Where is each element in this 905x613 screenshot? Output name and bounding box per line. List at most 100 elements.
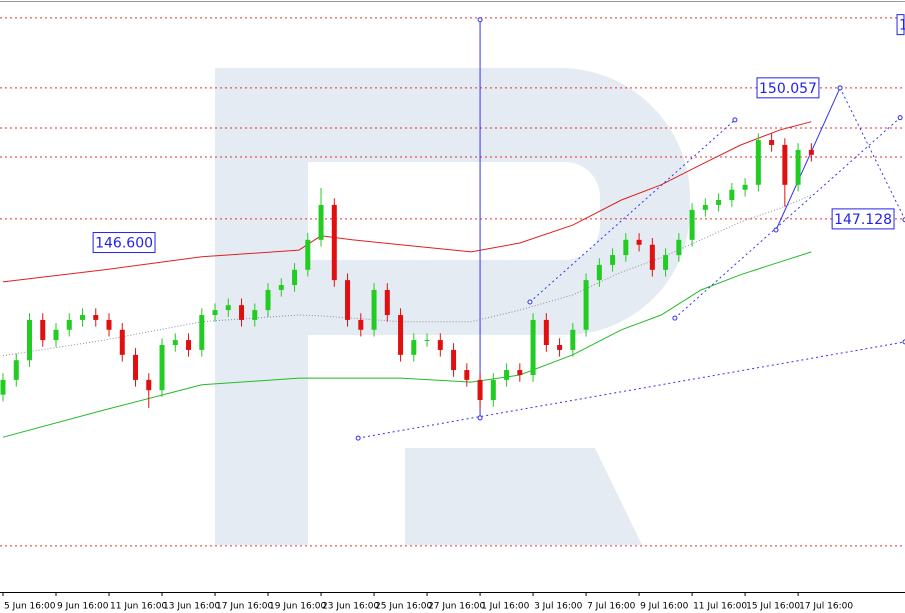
annotations: 146.600 150.057 147.128 1 (92, 14, 905, 254)
price-label: 150.057 (756, 77, 820, 99)
x-tick-label: 13 Jun 16:00 (163, 602, 220, 612)
price-label-box (756, 77, 820, 99)
candle-body (384, 289, 390, 316)
candle-body (80, 315, 86, 320)
candle-body (172, 340, 178, 345)
candle-body (490, 379, 496, 401)
indicator-line (2, 121, 812, 283)
candle-body (596, 264, 602, 281)
candle-body (530, 319, 536, 375)
anchor-point (732, 117, 738, 123)
candle-body (424, 340, 430, 342)
candle-body (755, 140, 761, 185)
candle-body (292, 269, 298, 286)
candle-body (782, 144, 788, 185)
candle-body (27, 319, 33, 361)
price-label-text: 147.128 (834, 212, 892, 228)
price-label-box (896, 14, 905, 36)
x-tick-label: 23 Jun 16:00 (322, 602, 379, 612)
candle-body (716, 200, 722, 205)
x-tick-label: 3 Jul 16:00 (534, 602, 583, 612)
price-label-text: 1 (899, 18, 905, 34)
candle-body (13, 360, 19, 380)
anchor-point (477, 17, 483, 23)
candle-body (543, 319, 549, 345)
candle-body (636, 239, 642, 245)
candle-body (146, 379, 152, 391)
candle-body (411, 340, 417, 355)
x-tick-label: 5 Jun 16:00 (4, 602, 56, 612)
candle-body (278, 285, 284, 290)
candle-body (398, 315, 404, 355)
price-label: 146.600 (92, 232, 156, 254)
candle-body (40, 319, 46, 341)
price-label-box (92, 232, 156, 254)
candle-body (186, 340, 192, 350)
candle-body (557, 344, 563, 350)
trend-line-dotted (529, 119, 736, 303)
candle-body (106, 319, 112, 330)
candle-body (570, 329, 576, 350)
candle-body (610, 255, 616, 265)
x-tick-label: 7 Jul 16:00 (587, 602, 636, 612)
x-tick-label: 15 Jul 16:00 (746, 602, 800, 612)
candle-body (451, 349, 457, 371)
levels (0, 17, 905, 547)
candle-body (305, 239, 311, 270)
candle-body (252, 310, 258, 320)
price-label-text: 150.057 (759, 81, 817, 97)
anchor-point (897, 115, 903, 121)
trend-line-dotted (839, 87, 905, 220)
indicator-line (2, 251, 812, 438)
trend-line-dotted (674, 117, 901, 319)
candle-body (504, 370, 510, 380)
x-tick-label: 1 Jul 16:00 (481, 602, 530, 612)
x-tick-label: 11 Jun 16:00 (110, 602, 167, 612)
candle-body (729, 189, 735, 201)
candle-body (93, 315, 99, 320)
candle-body (159, 344, 165, 391)
candle-body (808, 149, 814, 155)
anchor-point (527, 299, 533, 305)
candle-body (371, 289, 377, 330)
candle-body (345, 280, 351, 320)
x-tick-label: 9 Jun 16:00 (57, 602, 109, 612)
candle-body (53, 329, 59, 341)
candle-body (331, 204, 337, 281)
candle-body (795, 149, 801, 185)
candle-body (225, 305, 231, 311)
candle-body (437, 340, 443, 350)
anchor-point (837, 85, 843, 91)
candle-body (265, 289, 271, 311)
anchor-point (672, 315, 678, 321)
x-tick-label: 25 Jun 16:00 (375, 602, 432, 612)
price-label: 147.128 (831, 208, 895, 230)
candle-body (199, 315, 205, 350)
candle-body (477, 379, 483, 401)
candle-body (464, 370, 470, 380)
candle-body (133, 354, 139, 380)
candle-body (239, 305, 245, 320)
x-tick-label: 19 Jun 16:00 (269, 602, 326, 612)
price-label-text: 146.600 (95, 236, 153, 252)
candle-body (689, 209, 695, 240)
candle-body (702, 204, 708, 210)
candle-body (663, 255, 669, 270)
candle-body (623, 239, 629, 256)
trend-line (775, 87, 841, 231)
candle-body (119, 329, 125, 355)
x-tick-label: 17 Jul 16:00 (799, 602, 853, 612)
candle-body (742, 184, 748, 190)
x-tick-label: 17 Jun 16:00 (216, 602, 273, 612)
candle-body (649, 244, 655, 270)
watermark-bowl (308, 68, 690, 335)
price-label: 1 (896, 14, 905, 36)
candle-body (583, 280, 589, 330)
anchor-point (477, 415, 483, 421)
candle-body (676, 239, 682, 256)
drawings (355, 17, 905, 441)
x-tick-label: 27 Jun 16:00 (428, 602, 485, 612)
